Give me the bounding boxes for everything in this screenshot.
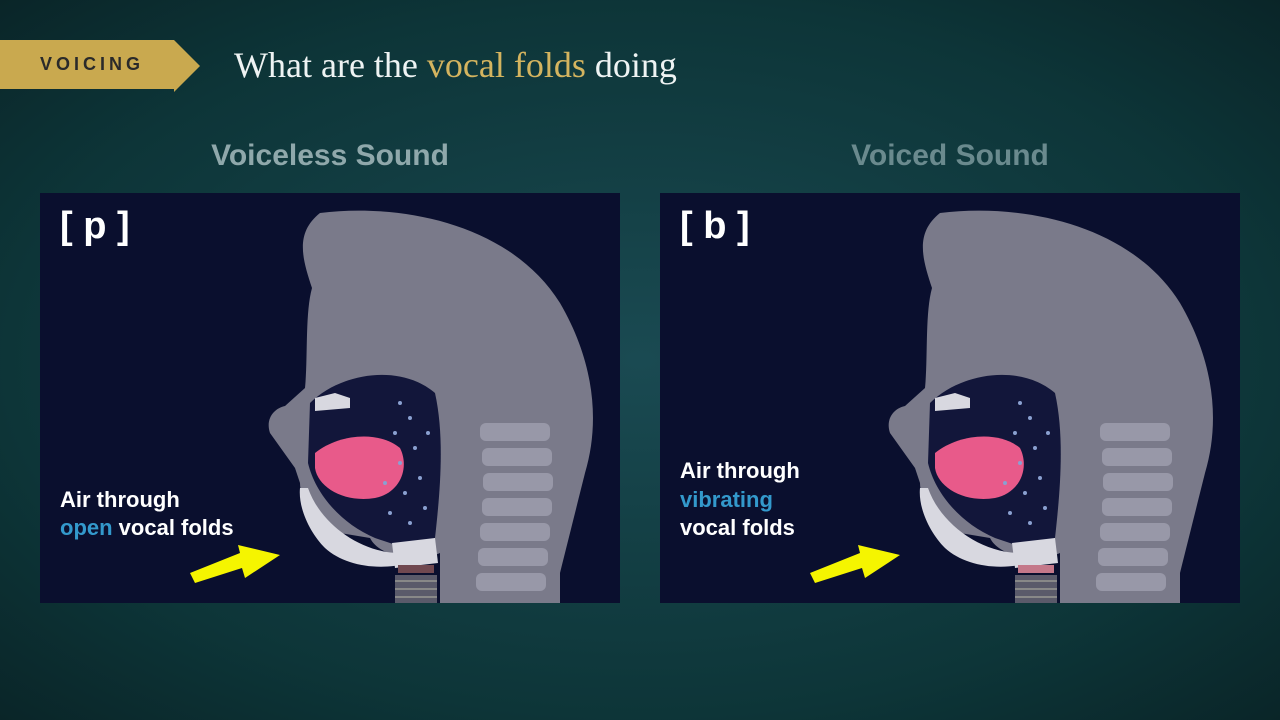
question-post: doing [586, 45, 677, 85]
cap-right-1: Air through [680, 458, 800, 483]
ipa-right: [ b ] [680, 205, 750, 248]
left-panel: Voiceless Sound [40, 139, 620, 603]
cap-right-2: vocal folds [680, 515, 795, 540]
cap-left-2: vocal folds [113, 515, 234, 540]
caption-left: Air through open vocal folds [60, 486, 234, 543]
arrow-left-icon [190, 543, 280, 583]
question-highlight: vocal folds [427, 45, 586, 85]
left-figure: [ p ] Air through open vocal folds [40, 193, 620, 603]
cap-right-kw: vibrating [680, 487, 773, 512]
left-title: Voiceless Sound [40, 139, 620, 173]
category-tag: VOICING [0, 40, 174, 89]
right-title: Voiced Sound [660, 139, 1240, 173]
cap-left-1: Air through [60, 487, 180, 512]
cap-left-kw: open [60, 515, 113, 540]
right-panel: Voiced Sound [660, 139, 1240, 603]
question-text: What are the vocal folds doing [234, 44, 677, 86]
question-pre: What are the [234, 45, 427, 85]
ipa-left: [ p ] [60, 205, 130, 248]
right-figure: [ b ] Air through vibrating vocal folds [660, 193, 1240, 603]
arrow-right-icon [810, 543, 900, 583]
caption-right: Air through vibrating vocal folds [680, 457, 800, 543]
